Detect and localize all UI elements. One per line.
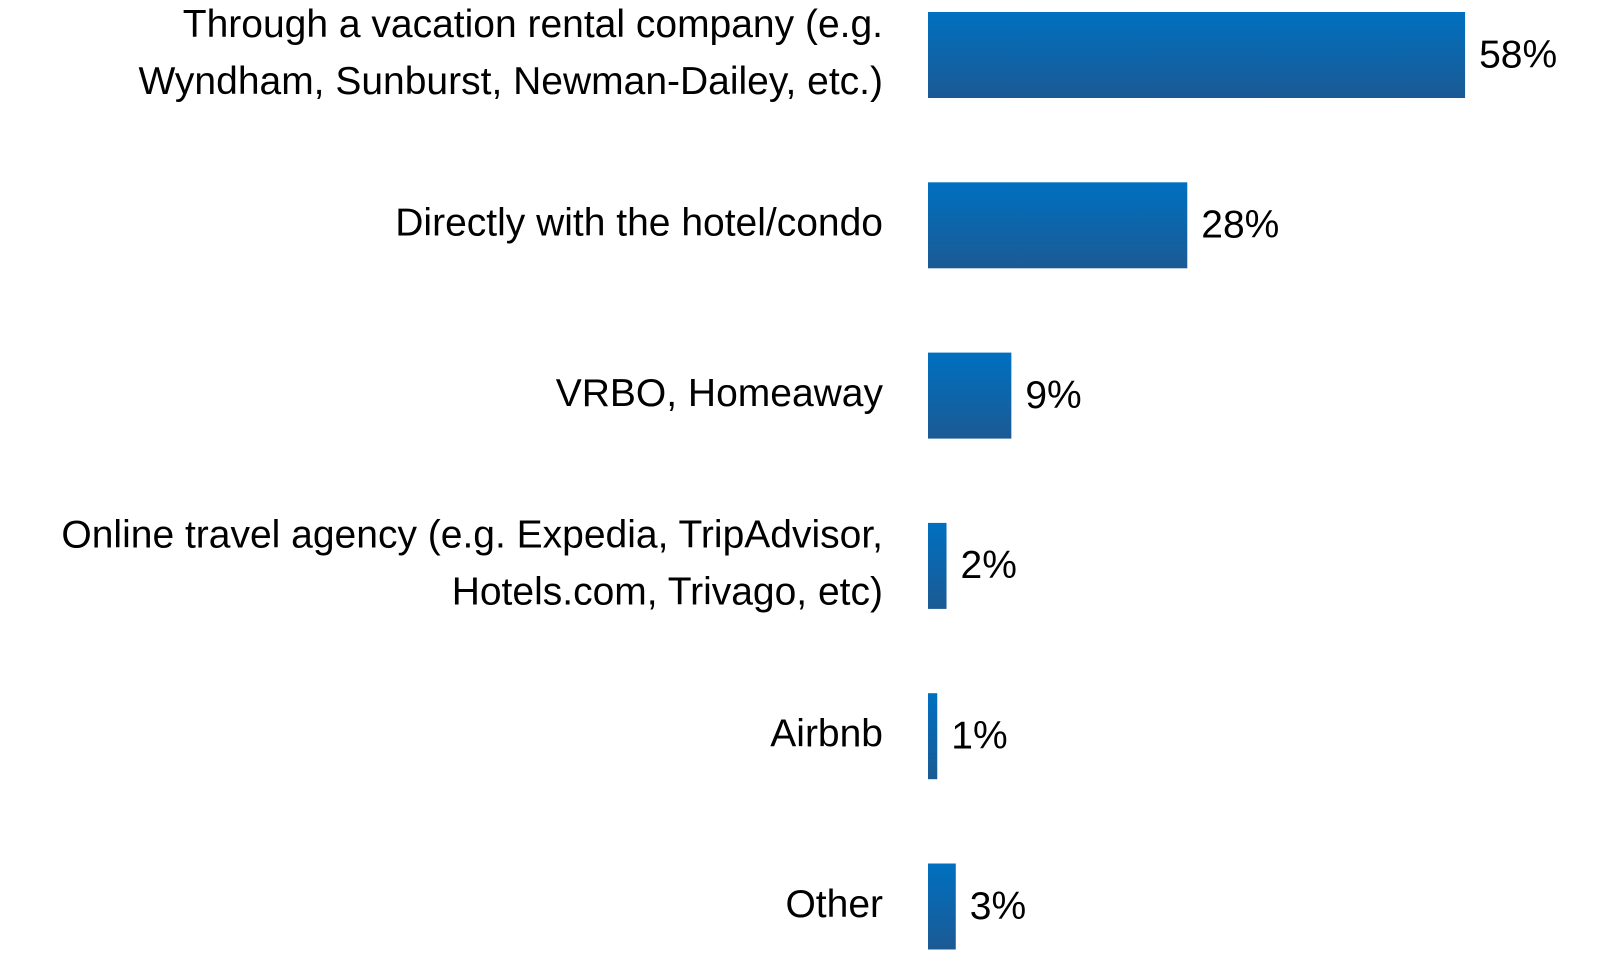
category-label: Through a vacation rental company (e.g. xyxy=(183,3,883,46)
category-label: VRBO, Homeaway xyxy=(556,372,884,415)
bar xyxy=(928,12,1466,98)
value-label: 2% xyxy=(961,544,1017,587)
category-label: Other xyxy=(785,883,883,926)
value-label: 28% xyxy=(1201,204,1279,247)
value-label: 3% xyxy=(970,885,1026,928)
category-label: Wyndham, Sunburst, Newman-Dailey, etc.) xyxy=(138,60,883,103)
bar xyxy=(928,522,947,609)
bar xyxy=(928,352,1012,439)
bar xyxy=(928,863,956,950)
category-label: Hotels.com, Trivago, etc) xyxy=(452,571,883,614)
category-label: Airbnb xyxy=(770,712,883,755)
category-label: Directly with the hotel/condo xyxy=(395,202,883,245)
value-label: 1% xyxy=(951,714,1007,757)
bar xyxy=(928,693,938,780)
value-label: 58% xyxy=(1479,33,1557,76)
bar xyxy=(928,182,1188,269)
value-label: 9% xyxy=(1025,374,1081,417)
category-label: Online travel agency (e.g. Expedia, Trip… xyxy=(61,514,883,557)
